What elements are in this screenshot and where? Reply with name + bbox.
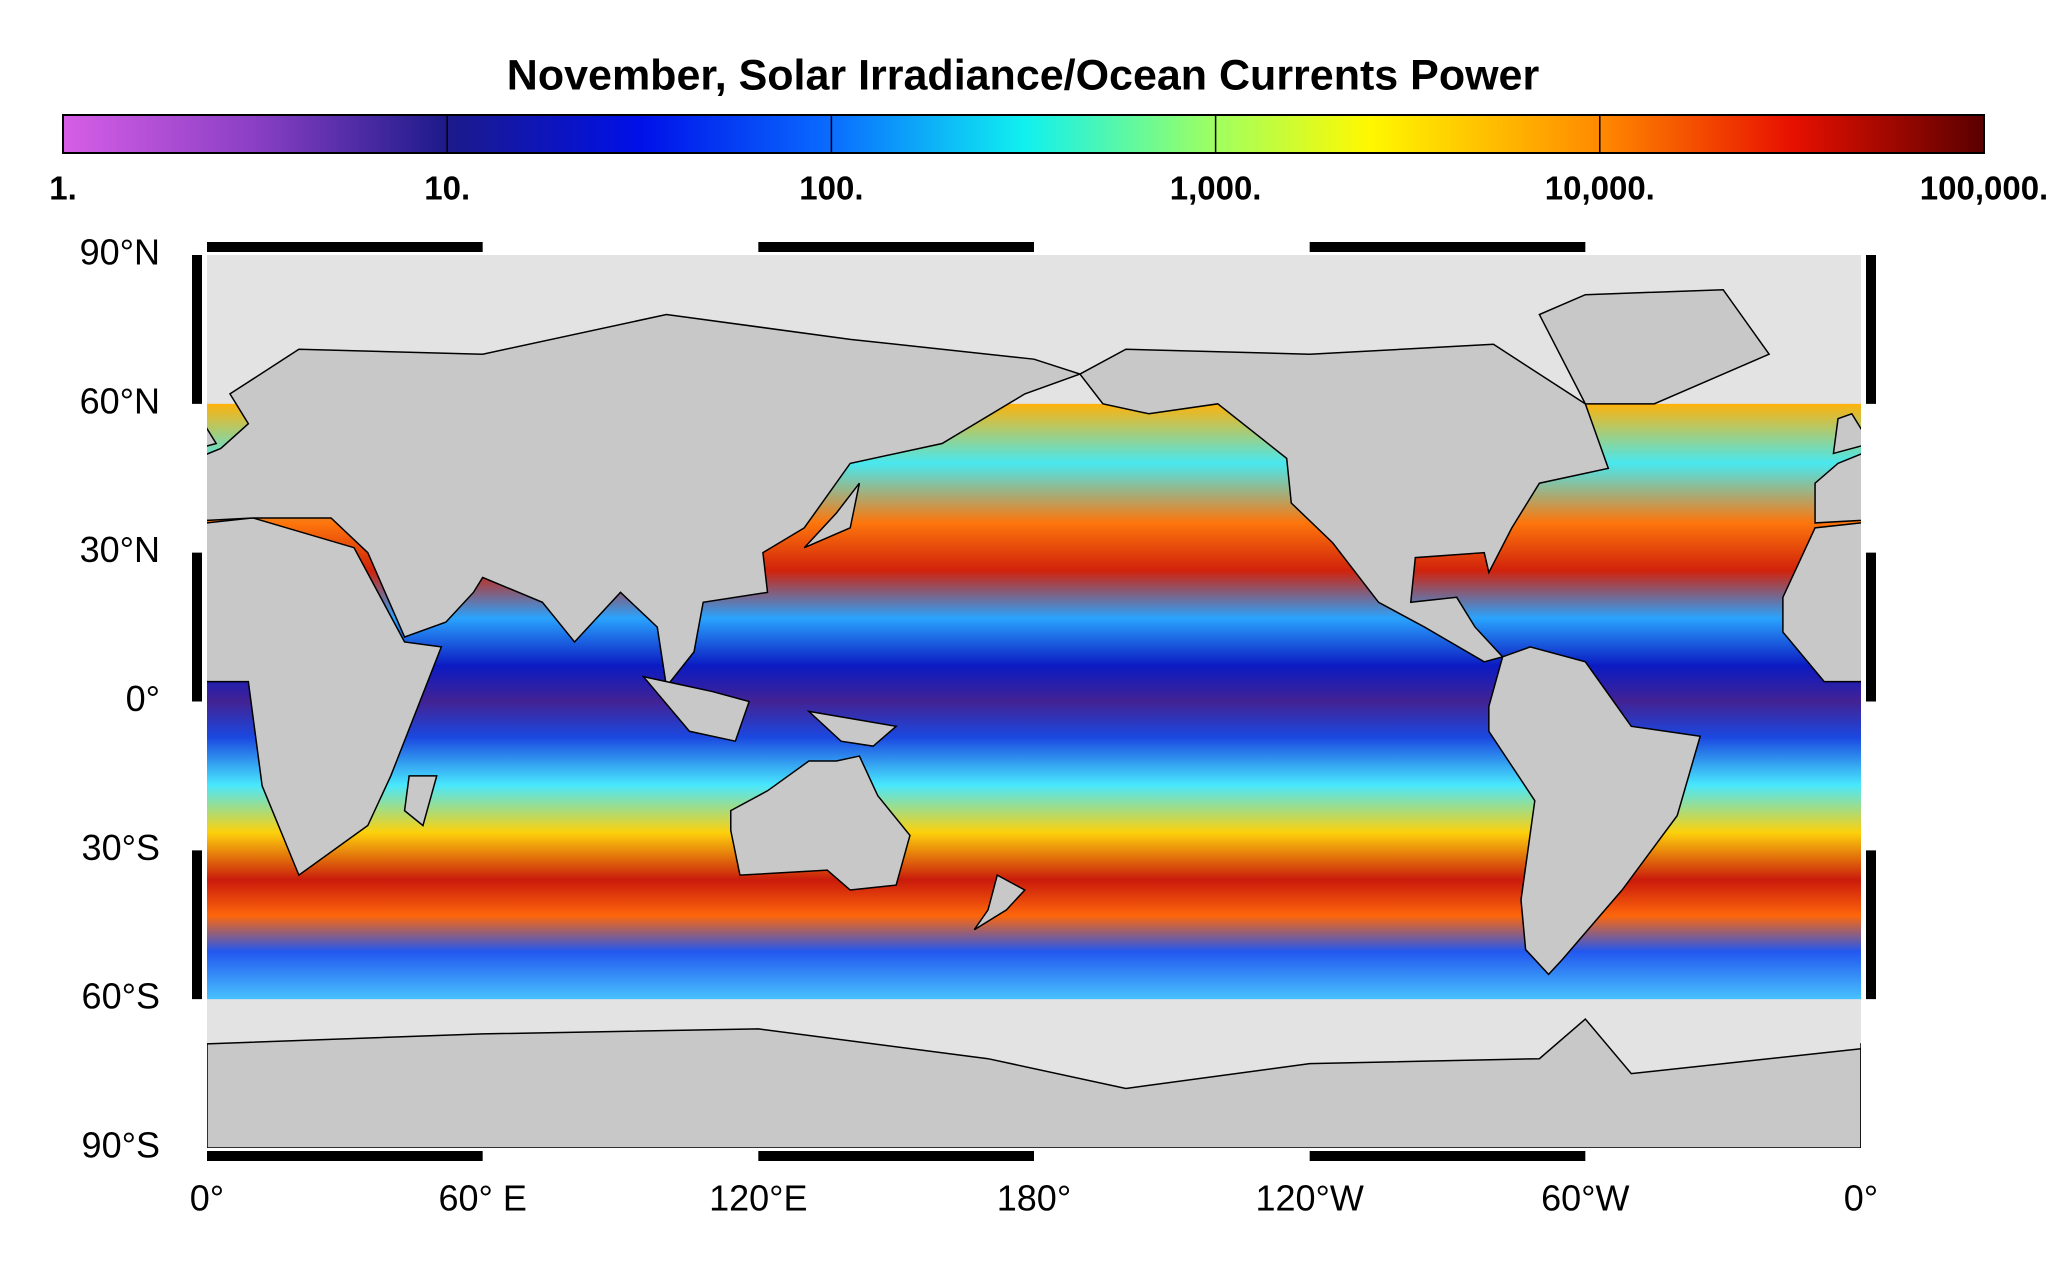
landmass: [207, 517, 443, 877]
longitude-label: 120°W: [1255, 1178, 1363, 1219]
longitude-label: 60° E: [438, 1178, 526, 1219]
longitude-label: 60°W: [1541, 1178, 1629, 1219]
longitude-label: 0°: [190, 1178, 224, 1219]
landmass: [1782, 522, 1861, 683]
latitude-label: 30°N: [80, 529, 160, 570]
landmass: [1860, 1043, 1861, 1148]
colorbar-tick-label: 100.: [799, 170, 863, 207]
latitude-label: 90°N: [80, 232, 160, 273]
landmass: [973, 874, 1027, 931]
latitude-label: 60°N: [80, 380, 160, 421]
latitude-label: 30°S: [82, 827, 160, 868]
colorbar-tick-label: 10,000.: [1545, 170, 1655, 207]
latitude-label: 90°S: [82, 1125, 160, 1166]
longitude-label: 180°: [997, 1178, 1071, 1219]
landmass: [1814, 453, 1861, 524]
colorbar-tick-label: 1,000.: [1170, 170, 1262, 207]
colorbar: [62, 114, 1985, 154]
landmass: [1488, 646, 1702, 976]
longitude-label: 120°E: [709, 1178, 807, 1219]
landmass: [207, 1017, 1861, 1148]
landmass: [1538, 288, 1771, 405]
landmass: [806, 710, 898, 747]
latitude-label: 60°S: [82, 976, 160, 1017]
colorbar-tick-label: 10.: [424, 170, 470, 207]
latitude-label: 0°: [126, 678, 160, 719]
title: November, Solar Irradiance/Ocean Current…: [507, 51, 1540, 99]
landmass: [1832, 412, 1861, 455]
longitude-label: 0°: [1844, 1178, 1878, 1219]
landmass: [803, 482, 861, 549]
landmass: [207, 313, 1083, 689]
landmass: [207, 427, 218, 447]
landmass: [2059, 776, 2069, 826]
landmass: [641, 675, 751, 743]
colorbar-tick-label: 1.: [49, 170, 77, 207]
landmass: [403, 775, 438, 827]
landmass: [730, 755, 911, 891]
colorbar-tick-label: 100,000.: [1920, 170, 2048, 207]
